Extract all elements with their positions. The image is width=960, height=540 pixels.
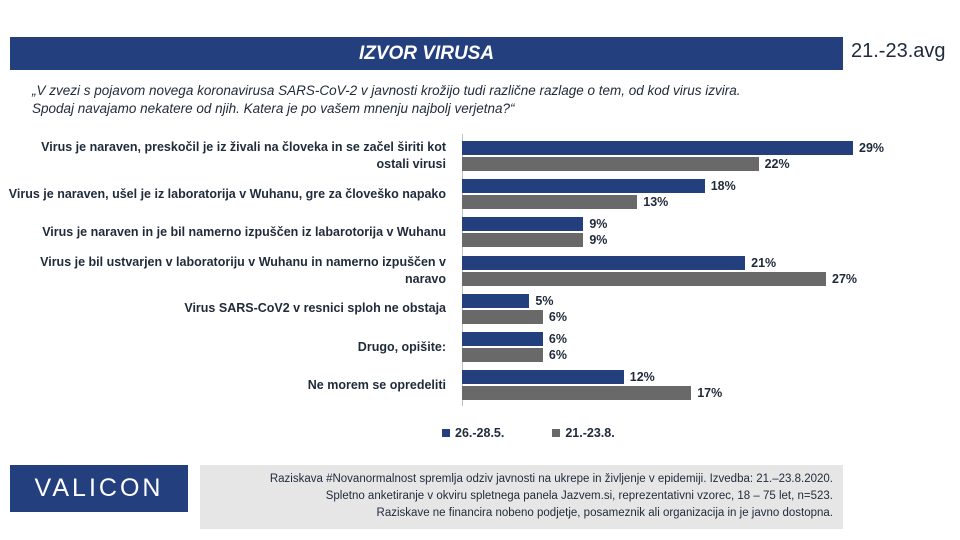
- bar-may: [462, 332, 543, 346]
- data-label: 9%: [589, 217, 608, 232]
- data-label: 13%: [643, 195, 669, 210]
- category-label: Virus SARS-CoV2 v resnici sploh ne obsta…: [184, 301, 446, 316]
- legend-swatch: [442, 429, 450, 437]
- data-label: 6%: [548, 332, 567, 346]
- data-label: 9%: [589, 233, 608, 248]
- data-label: 6%: [548, 309, 567, 324]
- category-label: Virus je naraven, preskočil je iz živali…: [41, 140, 446, 171]
- bar-may: [462, 217, 584, 232]
- bar-may: [462, 179, 705, 194]
- category-label: Virus je naraven, ušel je iz laboratorij…: [8, 186, 446, 201]
- footer-line-3: Raziskave ne financira nobeno podjetje, …: [376, 507, 833, 519]
- category-label: Virus je naraven in je bil namerno izpuš…: [42, 224, 446, 239]
- bar-may: [462, 141, 853, 155]
- data-label: 18%: [710, 179, 736, 194]
- footer-line-1: Raziskava #Novanormalnost spremlja odziv…: [269, 473, 833, 485]
- legend-label: 21.-23.8.: [565, 426, 615, 440]
- footer-note: Raziskava #Novanormalnost spremlja odziv…: [200, 465, 843, 529]
- bar-aug: [462, 309, 543, 324]
- bar-may: [462, 293, 530, 308]
- footer-line-2: Spletno anketiranje v okviru spletnega p…: [325, 490, 833, 502]
- category-label: Virus je bil ustvarjen v laboratoriju v …: [40, 254, 446, 286]
- legend-item: 21.-23.8.: [552, 426, 615, 440]
- bar-aug: [462, 386, 692, 401]
- question-text: „V zvezi s pojavom novega koronavirusa S…: [32, 83, 741, 116]
- bar-aug: [462, 271, 827, 286]
- bar-aug: [462, 348, 543, 362]
- category-label: Ne morem se opredeliti: [307, 377, 446, 392]
- data-label: 12%: [629, 370, 655, 385]
- chart-axis-line: [462, 134, 463, 406]
- title-bar: IZVOR VIRUSA: [10, 37, 843, 70]
- bar-aug: [462, 157, 759, 171]
- bar-aug: [462, 195, 638, 210]
- data-label: 27%: [832, 271, 858, 286]
- chart-legend: 26.-28.5. 21.-23.8.: [442, 426, 663, 440]
- data-label: 21%: [751, 255, 777, 270]
- category-label: Drugo, opišite:: [357, 339, 446, 354]
- data-label: 17%: [697, 386, 723, 401]
- bar-may: [462, 370, 624, 385]
- valicon-logo: VALICON: [10, 465, 188, 512]
- date-label: 21.-23.avg: [851, 40, 946, 62]
- logo-text: VALICON: [34, 474, 164, 502]
- data-label: 22%: [764, 157, 790, 171]
- data-label: 5%: [535, 293, 554, 308]
- legend-swatch: [552, 429, 561, 437]
- bar-aug: [462, 233, 584, 248]
- legend-label: 26.-28.5.: [455, 426, 505, 440]
- page-title: IZVOR VIRUSA: [358, 42, 495, 64]
- bar-may: [462, 255, 746, 270]
- data-label: 29%: [859, 141, 885, 155]
- legend-item: 26.-28.5.: [442, 426, 504, 440]
- data-label: 6%: [548, 348, 567, 362]
